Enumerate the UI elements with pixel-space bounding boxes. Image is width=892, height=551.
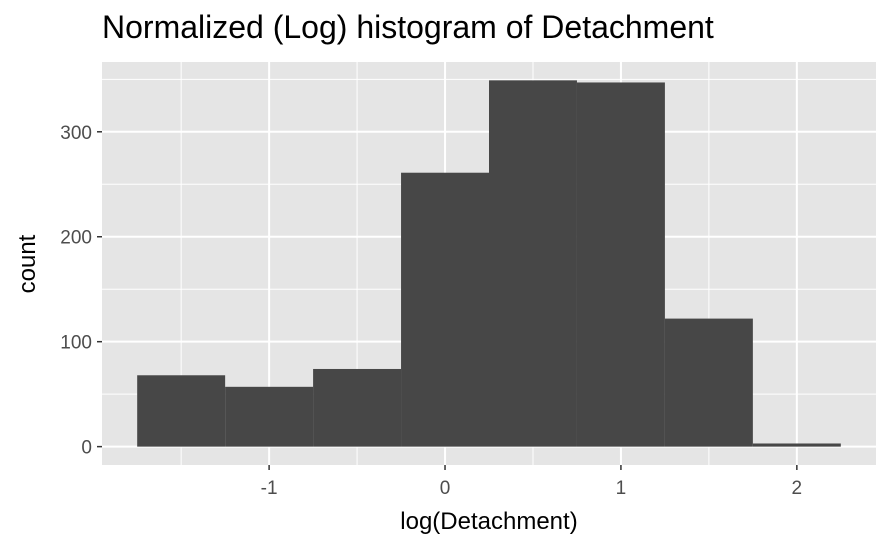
histogram-bar-2 [313,368,402,447]
x-tick-label: 2 [792,478,803,499]
y-tick-label: 300 [60,123,92,144]
x-tick-label: 0 [440,478,451,499]
y-axis: 0 100 200 300 [60,123,102,459]
x-axis-title: log(Detachment) [400,508,577,535]
histogram-bar-6 [664,318,753,447]
histogram-bar-0 [137,375,226,447]
x-tick-label: 1 [616,478,627,499]
histogram-bar-5 [576,82,665,447]
histogram-bar-4 [489,80,577,447]
x-axis: -1 0 1 2 [261,465,802,499]
x-tick-label: -1 [261,478,278,499]
y-axis-title: count [14,234,41,293]
histogram-bars [137,80,841,447]
histogram-bar-1 [225,386,314,447]
chart-title: Normalized (Log) histogram of Detachment [102,9,714,45]
y-tick-label: 0 [81,438,92,459]
y-tick-label: 100 [60,333,92,354]
histogram-bar-3 [401,172,489,447]
histogram-bar-7 [752,443,841,447]
y-tick-label: 200 [60,228,92,249]
